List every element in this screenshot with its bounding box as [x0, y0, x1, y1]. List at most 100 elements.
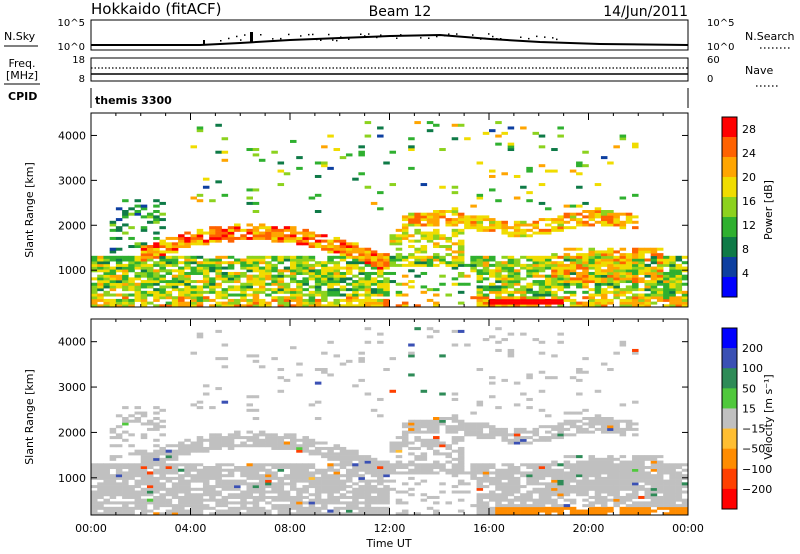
power-cell: [370, 261, 378, 265]
velocity-cell: [569, 466, 577, 470]
power-cell: [576, 204, 583, 208]
power-cell: [97, 280, 104, 284]
power-cell: [476, 263, 484, 267]
power-cell: [134, 210, 142, 213]
velocity-cell: [184, 490, 191, 494]
power-cell: [308, 231, 316, 235]
power-cell: [122, 280, 129, 284]
power-cell: [308, 296, 316, 300]
power-cell: [594, 266, 602, 270]
velocity-cell: [457, 427, 465, 431]
velocity-cell: [202, 504, 210, 508]
power-cell: [221, 137, 229, 141]
velocity-cell: [321, 487, 328, 491]
velocity-cell: [613, 487, 620, 491]
power-cell: [314, 293, 322, 297]
velocity-cell: [115, 512, 123, 516]
power-cell: [115, 285, 123, 289]
velocity-cell: [451, 425, 459, 429]
power-cell: [439, 236, 446, 240]
power-cell: [538, 218, 546, 222]
power-cell: [681, 282, 689, 286]
velocity-cell: [140, 501, 148, 505]
velocity-cell: [122, 438, 129, 442]
power-cell: [526, 290, 533, 294]
power-cell: [520, 223, 527, 227]
power-cell: [333, 274, 341, 278]
velocity-cell: [296, 373, 303, 377]
velocity-cell: [513, 436, 521, 440]
velocity-cell: [140, 490, 148, 494]
velocity-cell: [451, 419, 459, 423]
power-cell: [401, 274, 409, 278]
xtick-0400: 04:00: [175, 522, 207, 535]
power-cell: [184, 263, 191, 267]
power-cell: [283, 234, 291, 238]
velocity-cell: [277, 463, 285, 467]
power-cell: [526, 266, 533, 270]
power-cell: [165, 245, 173, 249]
velocity-cell: [252, 436, 260, 440]
power-cell: [122, 301, 129, 305]
velocity-cell: [594, 468, 602, 472]
velocity-cell: [420, 452, 428, 456]
power-cell: [122, 271, 129, 275]
velocity-cell: [489, 436, 496, 440]
power-cell: [594, 301, 602, 305]
velocity-cell: [345, 449, 353, 453]
velocity-cell: [476, 427, 484, 431]
velocity-cell: [513, 441, 521, 445]
velocity-cell: [544, 430, 552, 434]
power-cell: [234, 277, 241, 281]
velocity-cell: [146, 460, 154, 464]
velocity-cell: [252, 433, 260, 437]
power-cell: [327, 239, 334, 243]
power-cell: [607, 280, 614, 284]
velocity-cell: [656, 482, 664, 486]
power-cell: [464, 226, 471, 230]
velocity-cell: [184, 504, 191, 508]
power-cell: [134, 199, 142, 203]
power-cell: [227, 239, 235, 243]
power-cell: [569, 280, 577, 284]
power-cell: [290, 239, 297, 243]
velocity-cell: [588, 419, 596, 423]
power-cell: [122, 304, 129, 308]
velocity-cell: [607, 368, 614, 372]
velocity-cell: [526, 474, 533, 478]
power-cell: [246, 228, 253, 232]
velocity-cell: [632, 490, 639, 494]
velocity-cell: [227, 495, 235, 499]
velocity-cell: [178, 495, 185, 499]
velocity-cell: [656, 501, 664, 505]
power-cell: [401, 258, 409, 262]
power-cell: [408, 148, 415, 152]
power-cell: [227, 277, 235, 281]
power-cell: [433, 236, 440, 240]
power-cell: [482, 293, 490, 297]
power-cell: [178, 242, 185, 246]
velocity-cell: [202, 438, 210, 442]
power-cell: [103, 298, 110, 302]
power-cell: [178, 282, 185, 286]
power-cell: [669, 255, 676, 259]
velocity-cell: [290, 438, 297, 442]
velocity-cell: [600, 479, 608, 483]
velocity-cell: [582, 479, 589, 483]
velocity-cell: [134, 406, 142, 410]
power-cell: [663, 282, 670, 286]
power-cell: [538, 258, 546, 262]
velocity-cell: [644, 506, 651, 510]
velocity-cell: [159, 498, 166, 502]
velocity-cell: [389, 471, 397, 475]
power-cell: [240, 304, 247, 308]
velocity-cell: [464, 422, 471, 426]
velocity-cell: [420, 463, 428, 467]
power-cell: [215, 123, 222, 127]
power-cell: [495, 280, 502, 284]
power-cell: [594, 274, 602, 278]
power-cell: [625, 255, 633, 259]
colorbar-segment: [722, 117, 737, 138]
power-cell: [501, 131, 508, 135]
power-cell: [563, 274, 571, 278]
